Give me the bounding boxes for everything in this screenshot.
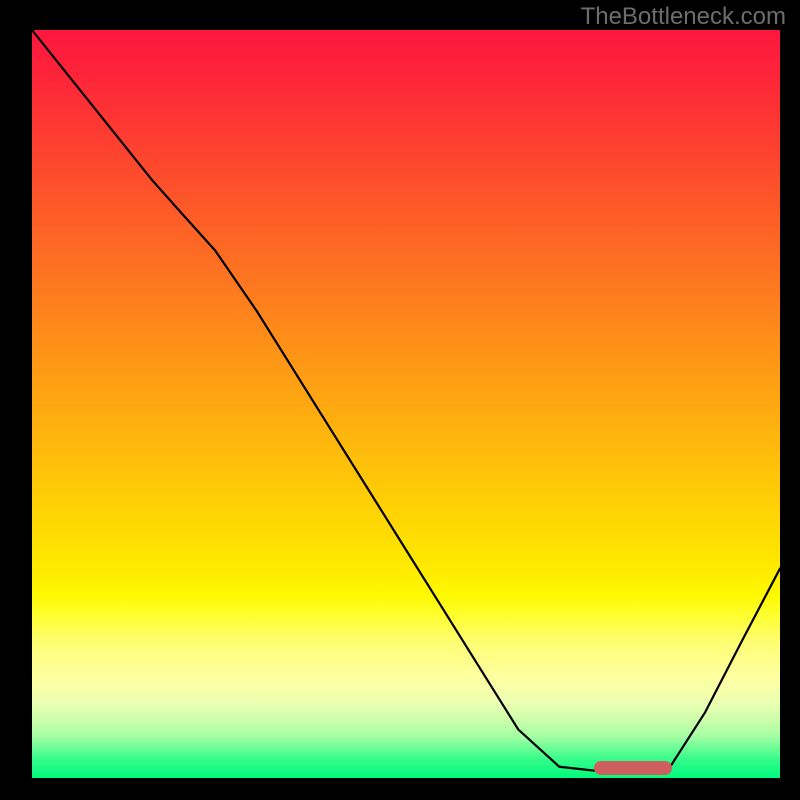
optimal-marker [594,761,671,775]
watermark-text: TheBottleneck.com [581,3,786,31]
bottleneck-curve [32,30,780,771]
plot-area [32,30,780,778]
curve-svg [32,30,780,778]
